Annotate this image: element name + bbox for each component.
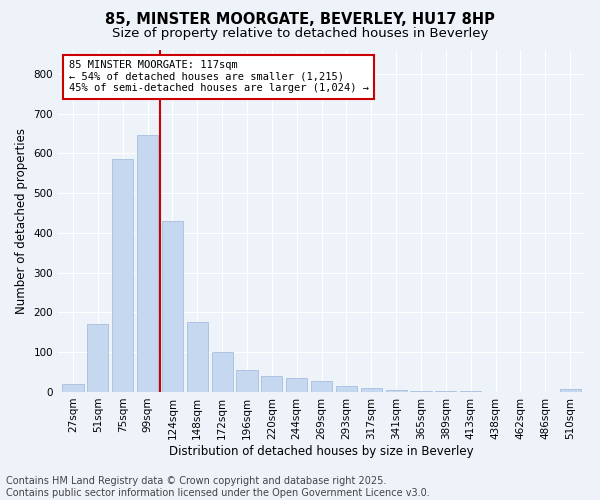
Bar xyxy=(435,391,457,392)
Bar xyxy=(236,370,257,392)
Text: 85 MINSTER MOORGATE: 117sqm
← 54% of detached houses are smaller (1,215)
45% of : 85 MINSTER MOORGATE: 117sqm ← 54% of det… xyxy=(68,60,368,94)
Bar xyxy=(460,391,481,392)
Bar xyxy=(386,390,407,392)
X-axis label: Distribution of detached houses by size in Beverley: Distribution of detached houses by size … xyxy=(169,444,474,458)
Y-axis label: Number of detached properties: Number of detached properties xyxy=(15,128,28,314)
Bar xyxy=(112,160,133,392)
Bar xyxy=(361,388,382,392)
Bar xyxy=(137,136,158,392)
Text: 85, MINSTER MOORGATE, BEVERLEY, HU17 8HP: 85, MINSTER MOORGATE, BEVERLEY, HU17 8HP xyxy=(105,12,495,28)
Bar xyxy=(62,384,83,392)
Bar xyxy=(261,376,283,392)
Bar xyxy=(87,324,109,392)
Bar xyxy=(410,391,431,392)
Bar xyxy=(560,389,581,392)
Bar xyxy=(162,221,183,392)
Text: Contains HM Land Registry data © Crown copyright and database right 2025.
Contai: Contains HM Land Registry data © Crown c… xyxy=(6,476,430,498)
Bar xyxy=(212,352,233,392)
Bar xyxy=(311,381,332,392)
Text: Size of property relative to detached houses in Beverley: Size of property relative to detached ho… xyxy=(112,28,488,40)
Bar xyxy=(286,378,307,392)
Bar xyxy=(187,322,208,392)
Bar xyxy=(336,386,357,392)
